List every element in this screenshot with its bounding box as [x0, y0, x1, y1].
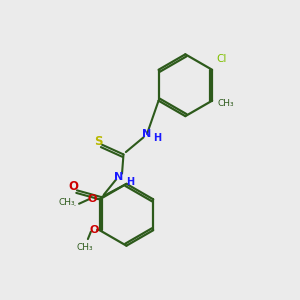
Text: N: N [115, 172, 124, 182]
Text: O: O [68, 180, 78, 193]
Text: CH₃: CH₃ [76, 244, 93, 253]
Text: O: O [88, 194, 97, 204]
Text: Cl: Cl [217, 54, 227, 64]
Text: CH₃: CH₃ [218, 99, 234, 108]
Text: OCH₃: OCH₃ [74, 205, 78, 206]
Text: O: O [89, 225, 98, 235]
Text: H: H [153, 133, 161, 143]
Text: S: S [94, 135, 103, 148]
Text: CH₃: CH₃ [58, 198, 75, 207]
Text: N: N [142, 129, 152, 139]
Text: H: H [126, 177, 134, 187]
